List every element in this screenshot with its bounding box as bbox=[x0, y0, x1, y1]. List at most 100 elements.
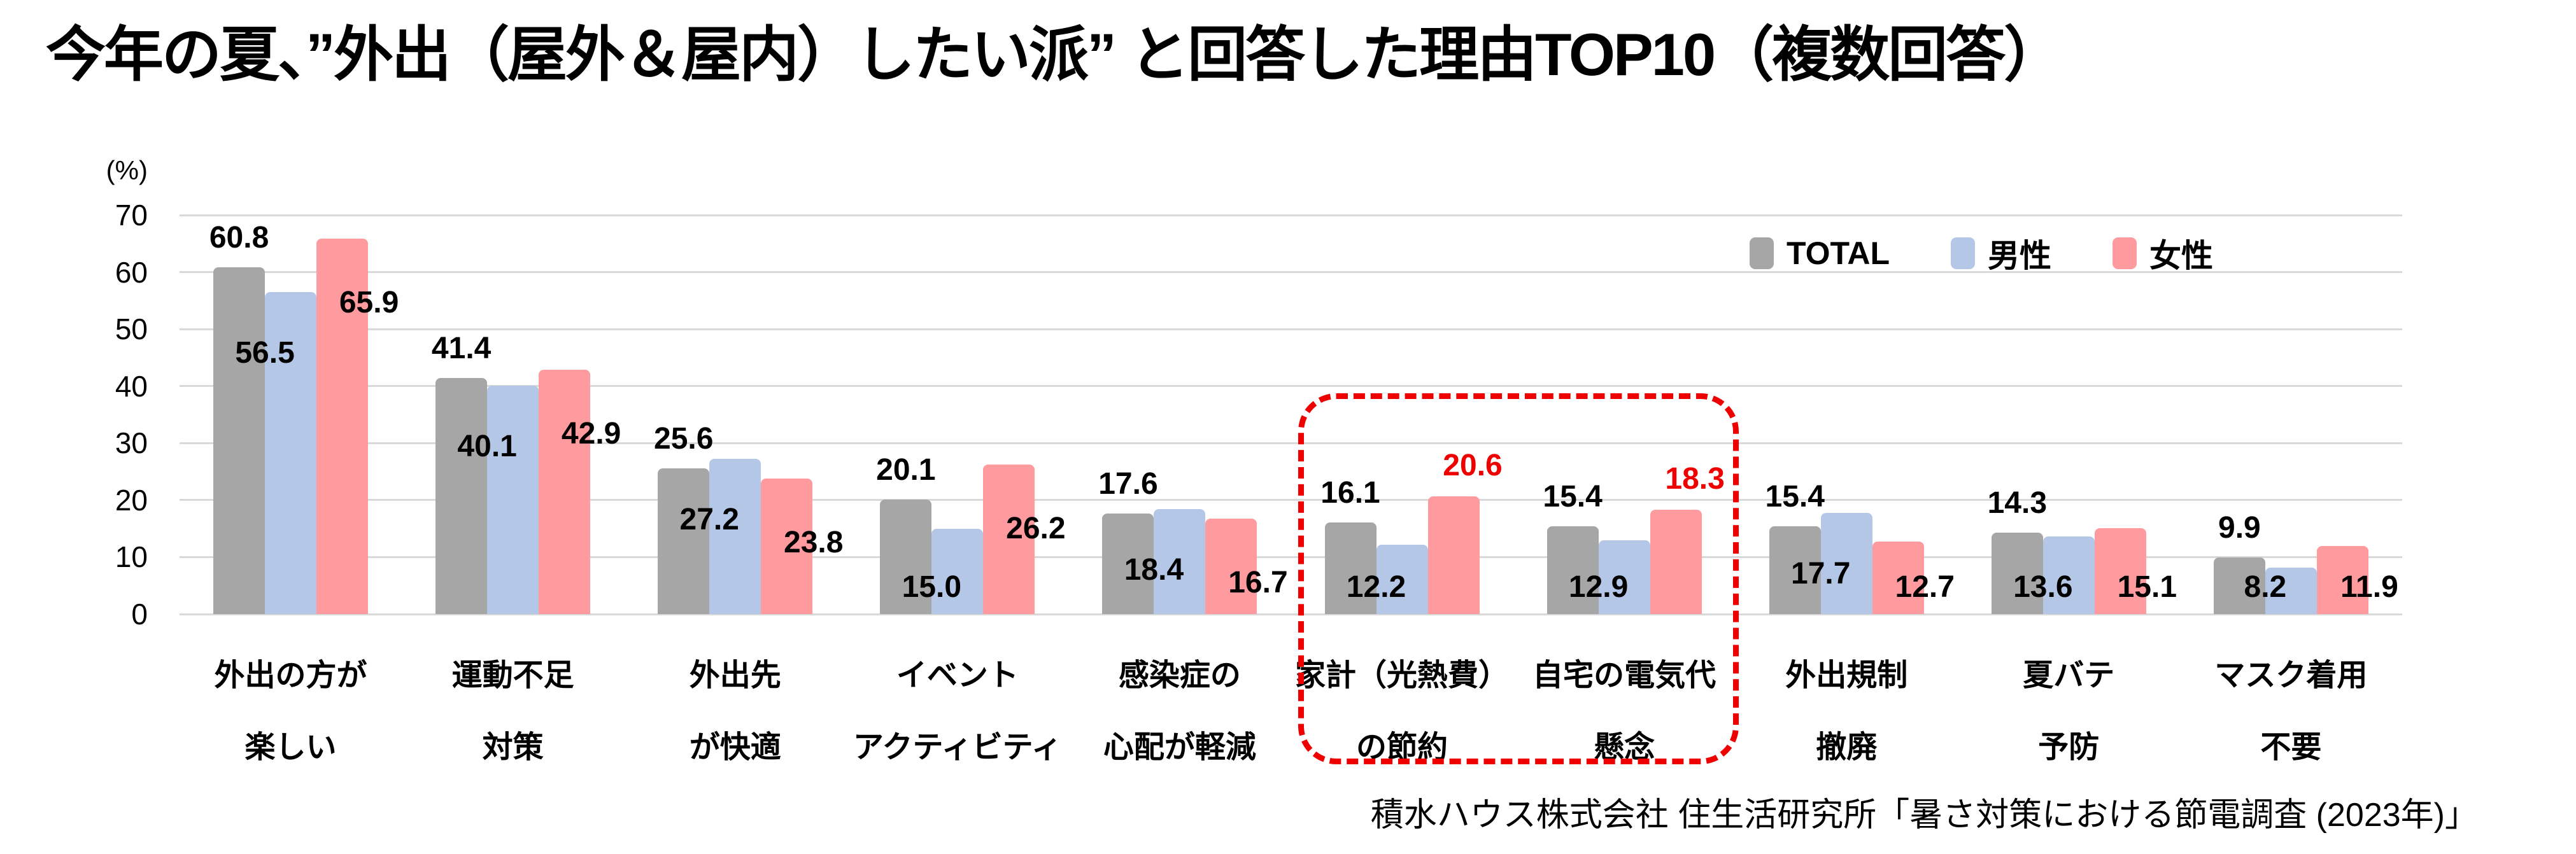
bar-total-group4 bbox=[880, 499, 932, 614]
bar-female-group4 bbox=[983, 465, 1035, 614]
value-label-female-group5: 16.7 bbox=[1228, 566, 1288, 600]
category-label-1: 外出の方が 楽しい bbox=[171, 640, 411, 783]
category-label-line: 楽しい bbox=[244, 731, 337, 764]
bar-female-group2 bbox=[539, 369, 591, 614]
chart-title: 今年の夏、”外出（屋外＆屋内）したい派” と回答した理由TOP10（複数回答） bbox=[46, 21, 2063, 88]
category-label-6: 家計（光熱費） の節約 bbox=[1282, 640, 1522, 783]
category-label-5: 感染症の 心配が軽減 bbox=[1059, 640, 1299, 783]
category-label-line: 予防 bbox=[2038, 731, 2100, 764]
bar-group-1: 60.8 56.5 65.9 外出の方が楽しい bbox=[180, 215, 402, 764]
category-label-line: 夏バテ bbox=[2023, 659, 2115, 692]
bar-total-group8 bbox=[1769, 526, 1821, 614]
category-label-9: 夏バテ 予防 bbox=[1949, 640, 2189, 783]
bar-group-6: 16.1 12.2 20.6 家計（光熱費） の節約 bbox=[1291, 215, 1513, 764]
source-citation: 積水ハウス株式会社 住生活研究所「暑さ対策における節電調査 (2023年)」 bbox=[1370, 797, 2478, 834]
bar-total-group5 bbox=[1102, 514, 1154, 614]
bar-group-7: 15.4 12.9 18.3 自宅の電気代 懸念 bbox=[1513, 215, 1736, 764]
bar-groups: 60.8 56.5 65.9 外出の方が楽しい 41.4 40.1 42.9 運動不足対策 25… bbox=[180, 215, 2402, 764]
value-label-male-group2: 40.1 bbox=[457, 429, 517, 463]
gridline-40 bbox=[180, 385, 2402, 388]
bar-female-group6 bbox=[1427, 496, 1480, 614]
value-label-male-group1: 56.5 bbox=[235, 335, 295, 370]
legend-item-male: 男性 bbox=[1951, 230, 2051, 276]
gridline-0 bbox=[180, 613, 2402, 615]
bar-female-group1 bbox=[316, 238, 369, 614]
category-label-line: 家計（光熱費） bbox=[1295, 659, 1510, 692]
bar-male-group2 bbox=[487, 385, 539, 614]
value-label-female-group7: 18.3 bbox=[1665, 462, 1725, 496]
bar-total-group2 bbox=[435, 378, 488, 614]
bar-male-group3 bbox=[709, 459, 761, 614]
category-label-2: 運動不足 対策 bbox=[393, 640, 633, 783]
bar-female-group9 bbox=[2094, 528, 2146, 614]
bar-total-group9 bbox=[1991, 532, 2043, 614]
gridline-70 bbox=[180, 214, 2402, 216]
value-label-total-group7: 15.4 bbox=[1543, 480, 1603, 514]
category-label-line: マスク着用 bbox=[2214, 659, 2368, 692]
bar-male-group5 bbox=[1154, 509, 1206, 614]
category-label-line: 外出の方が bbox=[214, 659, 367, 692]
value-label-total-group2: 41.4 bbox=[431, 332, 492, 366]
category-label-line: 懸念 bbox=[1594, 731, 1655, 764]
y-tick-label-0: 0 bbox=[131, 598, 148, 631]
category-label-line: が快適 bbox=[689, 731, 781, 764]
y-tick-label-60: 60 bbox=[115, 255, 148, 289]
value-label-male-group9: 13.6 bbox=[2013, 570, 2073, 604]
category-label-8: 外出規制 撤廃 bbox=[1727, 640, 1967, 783]
category-label-line: イベント bbox=[896, 659, 1019, 692]
value-label-total-group5: 17.6 bbox=[1098, 467, 1158, 501]
value-label-female-group8: 12.7 bbox=[1895, 570, 1955, 604]
value-label-total-group3: 25.6 bbox=[654, 421, 714, 456]
value-label-total-group6: 16.1 bbox=[1320, 475, 1380, 510]
bar-group-3: 25.6 27.2 23.8 外出先 が快適 bbox=[624, 215, 846, 764]
value-label-total-group9: 14.3 bbox=[1987, 486, 2048, 520]
bar-female-group10 bbox=[2316, 546, 2368, 614]
bar-male-group6 bbox=[1376, 544, 1428, 614]
gridline-50 bbox=[180, 328, 2402, 330]
gridline-10 bbox=[180, 556, 2402, 558]
bar-total-group3 bbox=[658, 468, 710, 614]
y-tick-label-40: 40 bbox=[115, 369, 148, 403]
value-label-male-group7: 12.9 bbox=[1568, 570, 1629, 604]
gridline-60 bbox=[180, 271, 2402, 274]
bar-male-group9 bbox=[2042, 536, 2095, 614]
gridline-20 bbox=[180, 499, 2402, 501]
bar-group-9: 14.3 13.6 15.1 夏バテ 予防 bbox=[1958, 215, 2180, 764]
bar-total-group7 bbox=[1546, 526, 1599, 614]
y-tick-label-30: 30 bbox=[115, 426, 148, 460]
category-label-line: 対策 bbox=[482, 731, 544, 764]
bar-female-group7 bbox=[1650, 510, 1702, 614]
value-label-female-group1: 65.9 bbox=[339, 285, 399, 319]
value-label-female-group3: 23.8 bbox=[784, 525, 844, 559]
value-label-total-group4: 20.1 bbox=[876, 452, 936, 487]
legend-item-female: 女性 bbox=[2112, 230, 2213, 276]
y-tick-label-20: 20 bbox=[115, 483, 148, 517]
value-label-total-group10: 9.9 bbox=[2218, 511, 2261, 545]
bar-group-5: 17.6 18.4 16.7 感染症の 心配が軽減 bbox=[1068, 215, 1291, 764]
legend: TOTAL 男性 女性 bbox=[1750, 230, 2213, 276]
value-label-female-group4: 26.2 bbox=[1006, 512, 1066, 546]
bar-chart-plot-area: (%) TOTAL 男性 女性 0 10 20 30 40 50 60 70 60.8 56.5 6… bbox=[106, 155, 2402, 764]
category-label-line: 運動不足 bbox=[451, 659, 574, 692]
bar-group-8: 15.4 17.7 12.7 外出規制 撤廃 bbox=[1736, 215, 1958, 764]
legend-item-total: TOTAL bbox=[1750, 235, 1890, 272]
category-label-line: 不要 bbox=[2260, 731, 2322, 764]
bar-total-group6 bbox=[1324, 522, 1376, 614]
value-label-female-group2: 42.9 bbox=[561, 416, 621, 451]
y-tick-label-50: 50 bbox=[115, 312, 148, 346]
category-label-4: イベント アクティビティ bbox=[837, 640, 1077, 783]
y-tick-label-10: 10 bbox=[115, 540, 148, 574]
category-label-line: 外出先 bbox=[689, 659, 781, 692]
bar-female-group3 bbox=[761, 478, 813, 614]
y-tick-label-70: 70 bbox=[115, 199, 148, 232]
legend-label-total: TOTAL bbox=[1787, 235, 1890, 271]
category-label-10: マスク着用 不要 bbox=[2171, 640, 2411, 783]
legend-label-female: 女性 bbox=[2149, 238, 2214, 274]
value-label-female-group6: 20.6 bbox=[1443, 449, 1503, 483]
category-label-7: 自宅の電気代 懸念 bbox=[1504, 640, 1744, 783]
category-label-line: 撤廃 bbox=[1816, 731, 1878, 764]
bar-male-group1 bbox=[265, 291, 317, 614]
value-label-total-group1: 60.8 bbox=[209, 221, 269, 255]
legend-swatch-male bbox=[1951, 237, 1976, 269]
category-label-3: 外出先 が快適 bbox=[615, 640, 855, 783]
